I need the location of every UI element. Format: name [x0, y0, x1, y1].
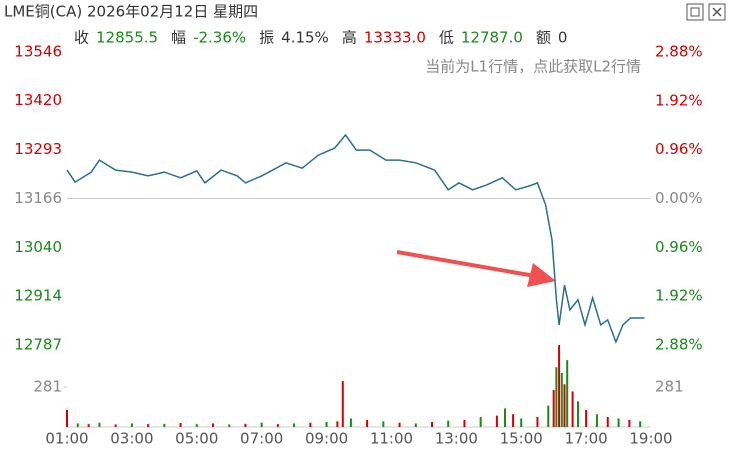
- volume-bar: [639, 421, 642, 427]
- x-tick-label: 17:00: [564, 430, 607, 448]
- volume-bar: [276, 424, 279, 427]
- volume-bar: [349, 418, 352, 427]
- volume-tick-label: 281: [655, 377, 684, 395]
- volume-bar: [463, 419, 466, 427]
- volume-bar: [414, 423, 417, 427]
- volume-bar: [114, 424, 117, 427]
- volume-bar: [366, 419, 369, 427]
- volume-bar: [577, 401, 579, 427]
- volume-bar: [212, 423, 214, 427]
- close-icon: [712, 7, 722, 17]
- volume-bar: [228, 424, 231, 427]
- info-label: 振: [259, 29, 274, 47]
- volume-bar: [628, 419, 631, 427]
- price-line: [66, 133, 645, 344]
- info-label: 收: [74, 29, 89, 47]
- volume-bar: [595, 414, 598, 427]
- y-tick-label: 13166: [14, 189, 62, 207]
- l2-link[interactable]: 当前为L1行情，点此获取L2行情: [425, 58, 641, 76]
- volume-bar: [447, 420, 450, 427]
- annotation-arrow: [396, 250, 536, 278]
- info-value: 12855.5: [96, 29, 158, 47]
- volume-bar: [431, 422, 433, 427]
- volume-bar: [560, 372, 563, 427]
- volume-bar: [479, 417, 482, 427]
- volume-bar: [293, 423, 296, 427]
- info-value: 4.15%: [281, 29, 329, 47]
- y2-tick-label: 1.92%: [655, 91, 703, 109]
- y-tick-label: 12787: [14, 336, 62, 354]
- volume-bar: [130, 423, 133, 427]
- x-tick-label: 05:00: [175, 430, 218, 448]
- volume-bar: [66, 409, 68, 427]
- y-tick-label: 13420: [14, 91, 62, 109]
- volume-bar: [555, 367, 558, 427]
- volume-bar: [512, 414, 515, 427]
- y-tick-label: 13040: [14, 238, 62, 256]
- volume-bar: [520, 418, 523, 427]
- info-label: 高: [342, 29, 357, 47]
- y2-tick-label: 2.88%: [655, 43, 703, 61]
- volume-bar: [76, 423, 79, 427]
- annotation-arrow-head: [527, 263, 556, 287]
- x-tick-label: 07:00: [240, 430, 283, 448]
- restore-icon: [690, 7, 700, 17]
- x-tick-label: 01:00: [45, 430, 88, 448]
- info-value: -2.36%: [193, 29, 246, 47]
- volume-bar: [341, 381, 344, 427]
- volume-bar: [495, 415, 498, 427]
- volume-bar: [244, 423, 247, 427]
- y2-tick-label: 1.92%: [655, 287, 703, 305]
- volume-bar: [87, 424, 90, 427]
- volume-bar: [179, 423, 182, 427]
- volume-bar: [98, 422, 101, 427]
- chart-title: LME铜(CA) 2026年02月12日 星期四: [4, 3, 258, 21]
- volume-bar: [163, 423, 166, 427]
- volume-bar: [552, 389, 555, 427]
- info-value: 12787.0: [461, 29, 523, 47]
- volume-bar: [617, 418, 620, 427]
- info-label: 额: [536, 29, 551, 47]
- volume-bar: [309, 422, 312, 427]
- volume-bar: [563, 384, 566, 427]
- volume-bar: [147, 424, 150, 427]
- volume-bar: [504, 408, 506, 427]
- volume-bar: [398, 422, 401, 427]
- volume-bar: [558, 345, 561, 427]
- x-tick-label: 19:00: [629, 430, 672, 448]
- info-label: 幅: [171, 29, 186, 47]
- window-controls: [686, 3, 726, 21]
- restore-button[interactable]: [686, 3, 704, 21]
- x-tick-label: 11:00: [370, 430, 413, 448]
- info-value: 0: [558, 29, 568, 47]
- volume-tick-label: 281: [33, 377, 62, 395]
- volume-bar: [606, 417, 609, 427]
- y2-tick-label: 0.00%: [655, 189, 703, 207]
- x-tick-label: 03:00: [110, 430, 153, 448]
- volume-bar: [547, 405, 550, 427]
- y2-tick-label: 0.96%: [655, 238, 703, 256]
- y-tick-label: 13546: [14, 43, 62, 61]
- volume-bar: [585, 409, 588, 427]
- volume-bar: [566, 360, 569, 427]
- x-tick-label: 15:00: [500, 430, 543, 448]
- volume-bar: [195, 424, 198, 427]
- x-tick-label: 09:00: [305, 430, 348, 448]
- x-tick-label: 13:00: [435, 430, 478, 448]
- volume-bar: [382, 421, 385, 427]
- volume-bar: [336, 421, 339, 427]
- volume-bar: [260, 422, 263, 427]
- y2-tick-label: 2.88%: [655, 336, 703, 354]
- volume-bar: [325, 422, 328, 427]
- y-tick-label: 13293: [14, 140, 62, 158]
- y-tick-label: 12914: [14, 286, 62, 304]
- volume-bar: [536, 417, 539, 427]
- volume-bar: [571, 391, 574, 427]
- y2-tick-label: 0.96%: [655, 140, 703, 158]
- info-label: 低: [439, 29, 454, 47]
- info-value: 13333.0: [364, 29, 426, 47]
